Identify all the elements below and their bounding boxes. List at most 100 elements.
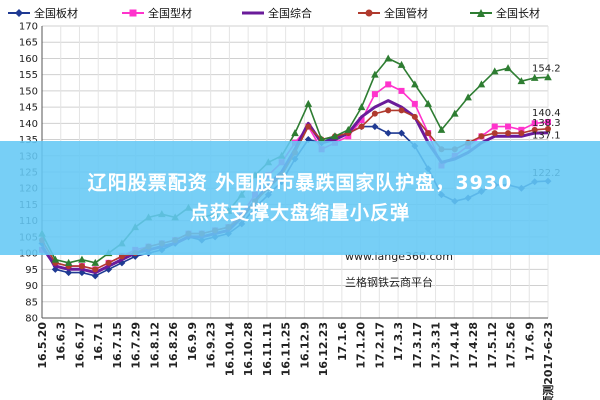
data-point [411, 80, 419, 88]
data-point [398, 107, 405, 114]
x-tick-label: 16.8.12 [148, 322, 161, 369]
y-tick-label: 90 [25, 281, 38, 292]
data-point [384, 129, 392, 137]
x-tick-label: 17.3.17 [411, 322, 424, 369]
legend-label-long: 全国长材 [496, 7, 540, 20]
data-point [531, 126, 538, 133]
data-point [397, 60, 406, 68]
y-tick-label: 140 [19, 119, 38, 130]
legend-label-pipe: 全国管材 [384, 7, 428, 20]
x-tick-label: 16.5.20 [36, 322, 49, 369]
news-banner[interactable]: 辽阳股票配资 外围股市暴跌国家队护盘，3930 点获支撑大盘缩量小反弹 [0, 141, 600, 255]
data-point [345, 133, 352, 140]
x-tick-label: 17.3.31 [430, 322, 443, 369]
end-value-label: 137.1 [532, 131, 561, 142]
x-tick-label: 16.7.15 [111, 322, 124, 369]
x-tick-label: 16.7.29 [130, 322, 143, 369]
data-point [518, 126, 525, 133]
x-tick-label: 17.5.12 [486, 322, 499, 369]
data-point [385, 107, 392, 114]
data-point [437, 125, 446, 133]
data-point [545, 125, 551, 132]
data-point [105, 259, 112, 266]
y-tick-label: 160 [19, 54, 38, 65]
y-tick-label: 155 [19, 70, 38, 81]
data-point [477, 80, 486, 88]
legend-item-section[interactable]: 全国型材 [122, 2, 192, 24]
x-tick-label: 16.6.17 [73, 322, 86, 369]
data-point [530, 73, 539, 81]
data-point [491, 123, 498, 130]
data-point [464, 93, 472, 101]
end-value-label: 138.3 [532, 118, 561, 129]
y-tick-label: 85 [25, 297, 38, 308]
data-point [450, 109, 459, 117]
data-point [291, 129, 299, 137]
data-point [371, 110, 378, 117]
x-tick-label: 16.11.11 [261, 322, 274, 376]
x-tick-label: 17.3.3 [392, 322, 405, 361]
data-point [411, 113, 418, 120]
legend-item-long[interactable]: 全国长材 [470, 2, 540, 24]
legend-swatch-pipe [358, 9, 380, 17]
data-point [517, 77, 526, 85]
data-point [357, 103, 366, 111]
data-point [411, 100, 418, 107]
data-point [358, 123, 365, 130]
data-point [504, 64, 512, 72]
y-tick-label: 145 [19, 103, 38, 114]
legend-label-section: 全国型材 [148, 7, 192, 20]
y-tick-label: 95 [25, 265, 38, 276]
data-point [490, 67, 499, 75]
legend-label-board: 全国板材 [34, 7, 78, 20]
data-point [344, 125, 353, 133]
legend-swatch-composite [242, 11, 264, 15]
y-tick-label: 150 [19, 86, 38, 97]
y-tick-label: 135 [19, 135, 38, 146]
x-tick-label: 16.12.9 [298, 322, 311, 369]
x-tick-label: 16.9.9 [186, 322, 199, 361]
banner-headline-line2: 点获支撑大盘缩量小反弹 [189, 202, 410, 224]
data-point [505, 130, 512, 137]
data-point [331, 132, 339, 140]
data-point [371, 91, 378, 98]
x-tick-label: 16.7.1 [92, 322, 105, 361]
data-point [544, 73, 552, 81]
data-point [545, 119, 551, 126]
data-point [78, 255, 86, 263]
legend-item-composite[interactable]: 全国综合 [242, 2, 312, 24]
data-point [304, 99, 313, 107]
x-tick-label: 16.12.23 [317, 322, 330, 376]
x-tick-label: 17.2.17 [373, 322, 386, 369]
data-point [385, 81, 392, 88]
legend-swatch-section [122, 9, 144, 17]
watermark-brand: 兰格钢铁云商平台 [345, 276, 433, 289]
y-tick-label: 165 [19, 38, 38, 49]
y-tick-label: 170 [19, 22, 38, 33]
data-point [478, 133, 485, 140]
data-point [371, 123, 379, 131]
y-tick-label: 80 [25, 314, 38, 325]
data-point [531, 120, 538, 127]
x-tick-label: 16.9.23 [205, 322, 218, 369]
x-tick-label: 16.8.26 [167, 322, 180, 369]
legend-item-board[interactable]: 全国板材 [8, 2, 78, 24]
x-tick-label: 17.5.26 [505, 322, 518, 369]
data-point [64, 258, 73, 266]
data-point [65, 269, 73, 277]
legend-swatch-long [470, 9, 492, 17]
x-tick-label: 16.11.25 [280, 322, 293, 376]
x-tick-label: 16.6.3 [55, 322, 68, 361]
data-point [424, 99, 432, 107]
data-point [491, 130, 498, 137]
data-point [91, 258, 100, 266]
data-point [425, 130, 432, 137]
data-point [398, 87, 405, 94]
data-point [518, 130, 525, 137]
x-tick-label: 17.1.20 [355, 322, 368, 369]
x-tick-label: 17.1.6 [336, 322, 349, 361]
x-tick-label: 17.4.14 [448, 322, 461, 369]
legend-item-pipe[interactable]: 全国管材 [358, 2, 428, 24]
x-tick-label: 预测2017-6-23 [541, 322, 555, 400]
data-point [398, 129, 406, 137]
